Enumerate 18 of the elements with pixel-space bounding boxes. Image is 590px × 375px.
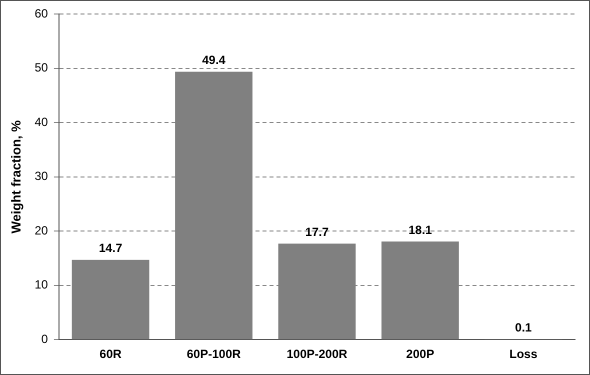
y-tick-label: 40 — [34, 114, 48, 129]
y-tick-label: 30 — [34, 169, 48, 184]
data-label: 14.7 — [98, 241, 123, 256]
y-tick-label: 20 — [34, 223, 48, 238]
y-tick-label: 0 — [41, 332, 48, 346]
x-tick-label: Loss — [509, 347, 538, 362]
x-tick-label: 100P-200R — [286, 347, 348, 362]
x-tick-label: 60R — [100, 347, 122, 362]
y-tick-label: 50 — [34, 60, 48, 75]
y-tick-label: 10 — [34, 278, 48, 292]
data-label: 17.7 — [305, 224, 329, 239]
data-label: 49.4 — [202, 53, 226, 67]
x-tick-label: 200P — [406, 347, 434, 362]
y-axis-title: Weight fraction, % — [8, 120, 24, 234]
x-tick-label: 60P-100R — [186, 347, 242, 362]
data-label: 0.1 — [515, 320, 532, 334]
y-tick-label: 60 — [34, 6, 48, 21]
data-label: 18.1 — [408, 222, 432, 237]
